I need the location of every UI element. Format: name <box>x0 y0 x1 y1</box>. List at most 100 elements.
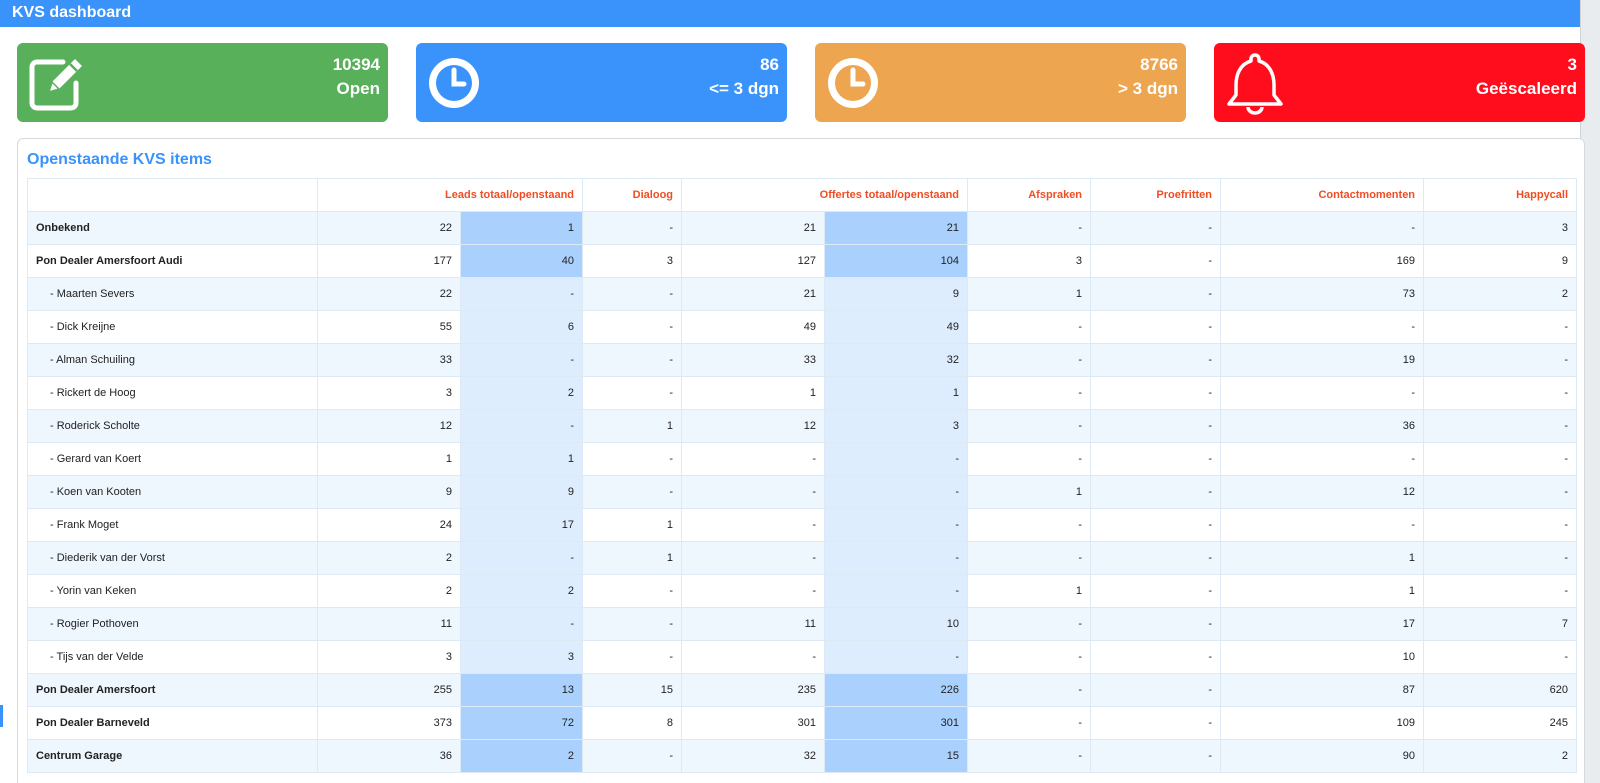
cell-dialoog: 8 <box>582 706 683 740</box>
cell-afspraken: 3 <box>967 244 1092 278</box>
cell-happycall: 9 <box>1423 244 1578 278</box>
cell-leads-total: 2 <box>317 541 461 575</box>
cell-contactmomenten: - <box>1220 211 1425 245</box>
header-dialoog[interactable]: Dialoog <box>582 178 683 212</box>
card-escalated[interactable]: 3 Geëscaleerd <box>1214 43 1585 122</box>
cell-happycall: - <box>1423 475 1578 509</box>
card-over-3-days[interactable]: 8766 > 3 dgn <box>815 43 1186 122</box>
table-row[interactable]: - Diederik van der Vorst 2-1- - - -1- <box>27 541 1578 575</box>
cell-happycall: 245 <box>1423 706 1578 740</box>
cell-leads-open: - <box>459 277 584 311</box>
cell-afspraken: - <box>967 310 1092 344</box>
header-leads[interactable]: Leads totaal/openstaand <box>316 178 584 212</box>
cell-offertes-total: - <box>681 541 826 575</box>
cell-leads-total: 55 <box>317 310 461 344</box>
cell-happycall: - <box>1423 442 1578 476</box>
cell-offertes-open: 49 <box>824 310 969 344</box>
cell-proefritten: - <box>1090 442 1222 476</box>
cell-leads-open: 72 <box>459 706 584 740</box>
row-name: Pon Dealer Amersfoort <box>27 673 318 707</box>
cell-leads-total: 11 <box>317 607 461 641</box>
header-afspraken[interactable]: Afspraken <box>967 178 1092 212</box>
cell-offertes-total: 11 <box>681 607 826 641</box>
cell-offertes-total: 32 <box>681 739 826 773</box>
cell-offertes-total: 127 <box>681 244 826 278</box>
cell-contactmomenten: - <box>1220 376 1425 410</box>
cell-afspraken: 1 <box>967 574 1092 608</box>
cell-proefritten: - <box>1090 409 1222 443</box>
table-row[interactable]: Pon Dealer Barneveld 373 72 8 301 301- -109 245 <box>27 706 1578 740</box>
cell-offertes-open: 32 <box>824 343 969 377</box>
row-name: - Yorin van Keken <box>27 574 318 608</box>
table-row[interactable]: Pon Dealer Amersfoort Audi 177 40 3 127 104 3-… <box>27 244 1578 278</box>
cell-afspraken: - <box>967 376 1092 410</box>
edit-icon <box>29 59 82 111</box>
card-within-3-days-value: 86 <box>760 55 779 74</box>
cell-leads-total: 3 <box>317 376 461 410</box>
cell-contactmomenten: 10 <box>1220 640 1425 674</box>
cell-contactmomenten: 36 <box>1220 409 1425 443</box>
cell-leads-total: 1 <box>317 442 461 476</box>
cell-proefritten: - <box>1090 508 1222 542</box>
card-open-value: 10394 <box>332 55 380 74</box>
card-within-3-days[interactable]: 86 <= 3 dgn <box>416 43 787 122</box>
header-proefritten[interactable]: Proefritten <box>1090 178 1222 212</box>
cell-proefritten: - <box>1090 310 1222 344</box>
cell-contactmomenten: 169 <box>1220 244 1425 278</box>
header-contactmomenten[interactable]: Contactmomenten <box>1220 178 1425 212</box>
table-row[interactable]: - Roderick Scholte 12-1 12 3- -36- <box>27 409 1578 443</box>
cell-dialoog: - <box>582 376 683 410</box>
table-row[interactable]: Pon Dealer Amersfoort 255 13 15 235 226- -87 62… <box>27 673 1578 707</box>
cell-offertes-open: - <box>824 574 969 608</box>
cell-offertes-open: - <box>824 640 969 674</box>
table-header-row: Leads totaal/openstaand Dialoog Offertes… <box>27 178 1578 212</box>
cell-proefritten: - <box>1090 607 1222 641</box>
kvs-items-panel: Openstaande KVS items Leads totaal/opens… <box>17 138 1585 783</box>
cell-afspraken: - <box>967 706 1092 740</box>
header-offertes[interactable]: Offertes totaal/openstaand <box>681 178 969 212</box>
cell-contactmomenten: 73 <box>1220 277 1425 311</box>
table-row[interactable]: - Tijs van der Velde 3 3- - - - -10- <box>27 640 1578 674</box>
cell-dialoog: - <box>582 739 683 773</box>
cell-offertes-total: 21 <box>681 211 826 245</box>
row-name: Pon Dealer Barneveld <box>27 706 318 740</box>
cell-proefritten: - <box>1090 739 1222 773</box>
table-row[interactable]: - Dick Kreijne 55 6-49 49- - - - <box>27 310 1578 344</box>
table-row[interactable]: - Alman Schuiling 33- -33 32- -19- <box>27 343 1578 377</box>
card-within-3-days-label: <= 3 dgn <box>709 79 779 98</box>
cell-happycall: - <box>1423 409 1578 443</box>
table-row[interactable]: - Koen van Kooten 9 9- - -1-12- <box>27 475 1578 509</box>
cell-offertes-total: 49 <box>681 310 826 344</box>
cell-proefritten: - <box>1090 706 1222 740</box>
cell-leads-total: 9 <box>317 475 461 509</box>
cell-leads-total: 33 <box>317 343 461 377</box>
cell-happycall: - <box>1423 541 1578 575</box>
panel-title: Openstaande KVS items <box>27 151 212 168</box>
cell-leads-total: 3 <box>317 640 461 674</box>
cell-happycall: - <box>1423 376 1578 410</box>
cell-dialoog: - <box>582 574 683 608</box>
table-row[interactable]: - Frank Moget 24 17 1- - - - - - <box>27 508 1578 542</box>
table-row[interactable]: - Gerard van Koert 1 1- - - - - - - <box>27 442 1578 476</box>
table-row[interactable]: - Rogier Pothoven 11- -11 10- -17 7 <box>27 607 1578 641</box>
cell-contactmomenten: 19 <box>1220 343 1425 377</box>
table-row[interactable]: - Maarten Severs 22- -21 9 1-73 2 <box>27 277 1578 311</box>
cell-happycall: 7 <box>1423 607 1578 641</box>
table-row[interactable]: Onbekend 22 1-21 21- - -3 <box>27 211 1578 245</box>
row-name: - Roderick Scholte <box>27 409 318 443</box>
scroll-marker <box>0 705 3 727</box>
card-open[interactable]: 10394 Open <box>17 43 388 122</box>
header-happycall[interactable]: Happycall <box>1423 178 1578 212</box>
table-row[interactable]: Centrum Garage 36 2-32 15- -90 2 <box>27 739 1578 773</box>
cell-proefritten: - <box>1090 673 1222 707</box>
cell-leads-open: 1 <box>459 442 584 476</box>
table-row[interactable]: - Yorin van Keken 2 2- - -1-1- <box>27 574 1578 608</box>
row-name: Pon Dealer Amersfoort Audi <box>27 244 318 278</box>
cell-contactmomenten: - <box>1220 442 1425 476</box>
cell-offertes-open: 3 <box>824 409 969 443</box>
cell-offertes-open: - <box>824 508 969 542</box>
table-row[interactable]: - Rickert de Hoog 3 2-1 1- - - - <box>27 376 1578 410</box>
row-name: - Frank Moget <box>27 508 318 542</box>
row-name: - Diederik van der Vorst <box>27 541 318 575</box>
card-escalated-value: 3 <box>1567 55 1577 74</box>
